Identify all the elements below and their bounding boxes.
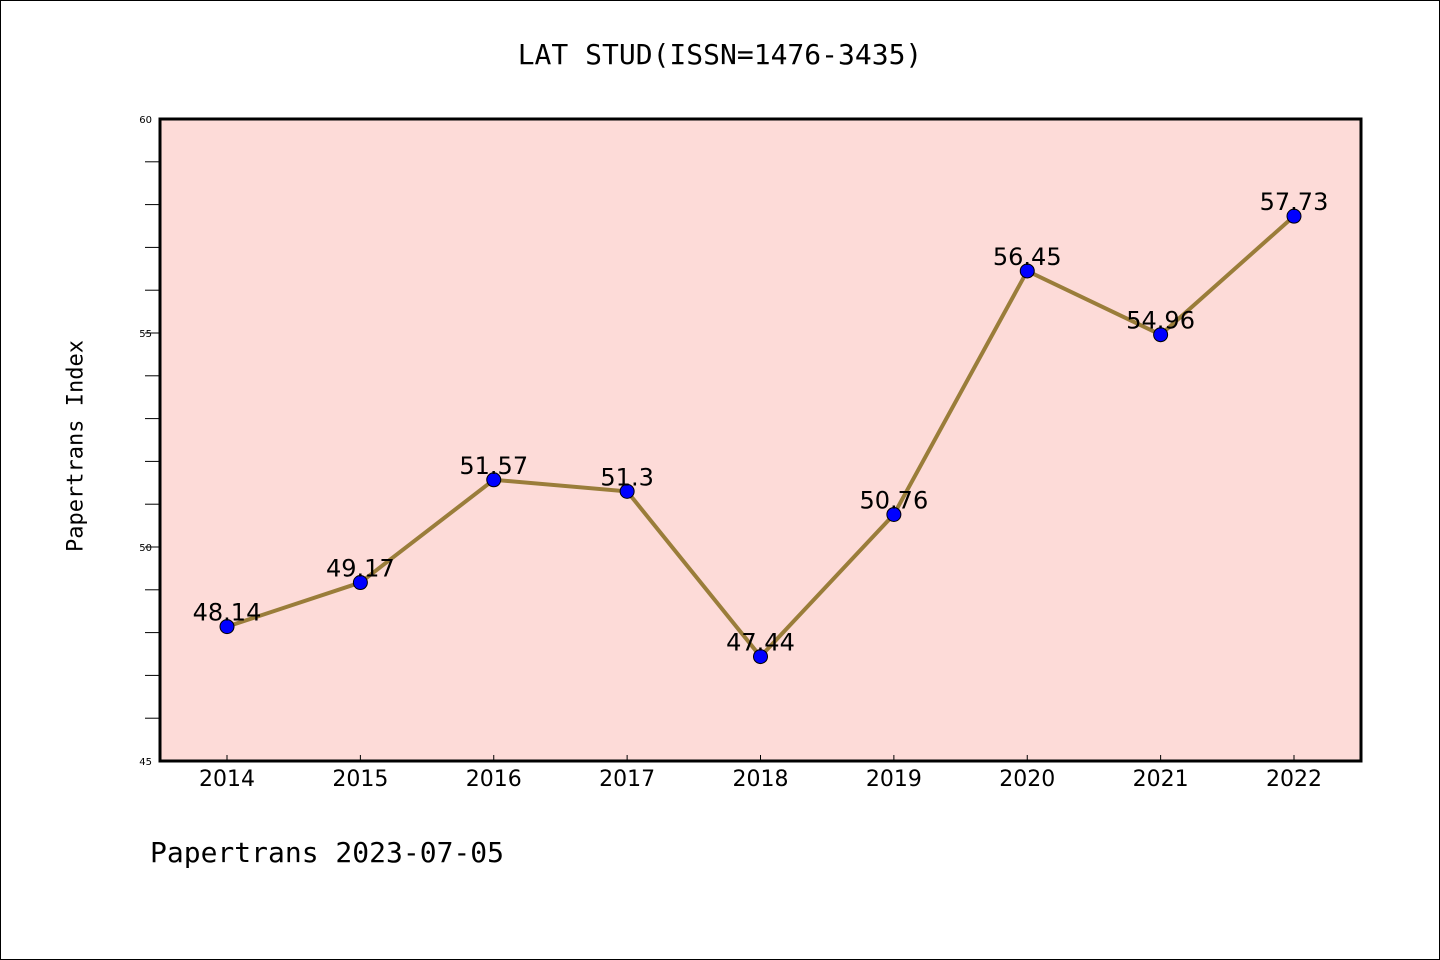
x-tick-label: 2019 xyxy=(866,767,922,792)
data-label: 57.73 xyxy=(1260,188,1329,216)
data-point xyxy=(1153,327,1169,343)
plot-area xyxy=(160,119,1361,761)
data-label: 54.96 xyxy=(1126,307,1195,335)
data-point xyxy=(1019,263,1035,279)
data-point xyxy=(886,506,902,522)
x-tick-label: 2014 xyxy=(199,767,255,792)
data-point xyxy=(486,472,502,488)
x-tick-label: 2018 xyxy=(733,767,789,792)
data-point xyxy=(219,619,235,635)
data-label: 56.45 xyxy=(993,243,1062,271)
y-tick-label: 60 xyxy=(139,115,152,126)
data-label: 47.44 xyxy=(726,629,795,657)
y-tick-label: 55 xyxy=(139,329,152,340)
data-label: 48.14 xyxy=(193,599,262,627)
data-point xyxy=(619,483,635,499)
chart-title: LAT STUD(ISSN=1476-3435) xyxy=(517,38,923,71)
x-tick-label: 2017 xyxy=(599,767,655,792)
data-point xyxy=(352,575,368,591)
data-label: 50.76 xyxy=(860,486,929,514)
y-tick-label: 45 xyxy=(139,757,152,768)
data-label: 51.57 xyxy=(459,452,528,480)
x-tick-label: 2020 xyxy=(999,767,1055,792)
data-label: 49.17 xyxy=(326,555,395,583)
x-tick-label: 2022 xyxy=(1266,767,1322,792)
x-tick-label: 2015 xyxy=(332,767,388,792)
footer-text: Papertrans 2023-07-05 xyxy=(150,836,505,869)
data-point xyxy=(1286,208,1302,224)
plot-frame xyxy=(158,117,1363,763)
x-tick-label: 2021 xyxy=(1133,767,1189,792)
x-tick-label: 2016 xyxy=(466,767,522,792)
y-tick-label: 50 xyxy=(139,543,152,554)
data-point xyxy=(753,649,768,665)
data-label: 51.3 xyxy=(600,463,653,491)
